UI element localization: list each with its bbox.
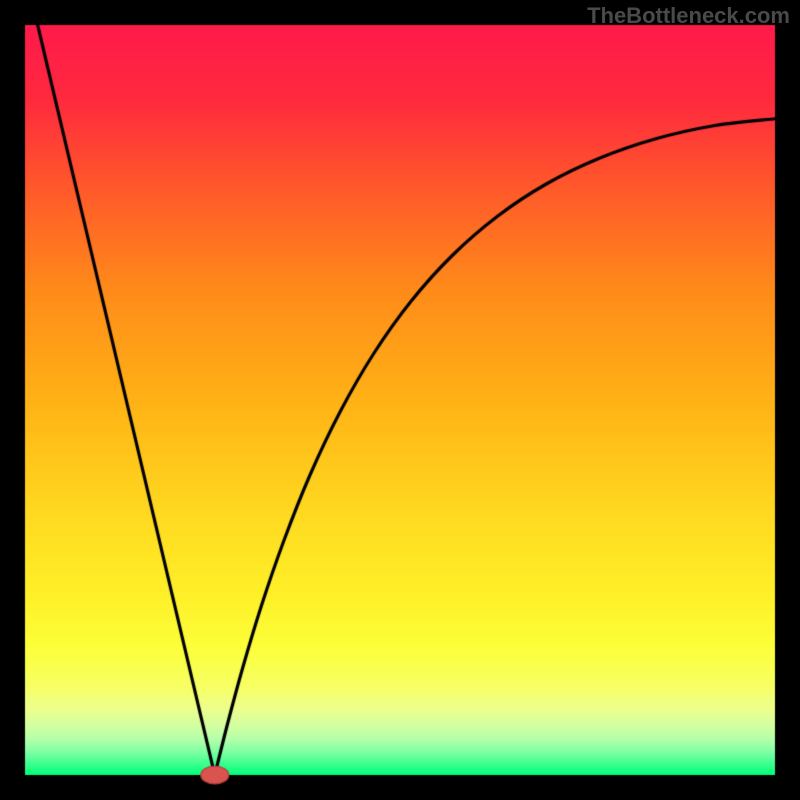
chart-container: TheBottleneck.com [0, 0, 800, 800]
bottleneck-chart [0, 0, 800, 800]
